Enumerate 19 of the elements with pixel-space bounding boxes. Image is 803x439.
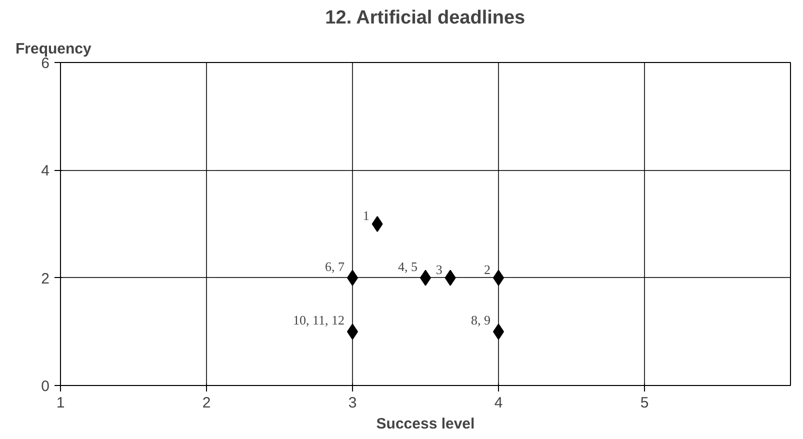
annotation: 10, 11, 12 bbox=[292, 312, 345, 328]
chart-title: 12. Artificial deadlines bbox=[325, 8, 526, 28]
annotation: 1 bbox=[362, 208, 370, 223]
annotation: 2 bbox=[484, 262, 490, 277]
x-tick-label: 1 bbox=[56, 394, 65, 412]
y-axis-title: Frequency bbox=[16, 40, 92, 58]
x-tick-label: 3 bbox=[348, 394, 357, 412]
annotation: 3 bbox=[436, 262, 442, 277]
annotation: 8, 9 bbox=[471, 312, 490, 328]
annotation: 6, 7 bbox=[325, 258, 345, 274]
annotation: 4, 5 bbox=[398, 258, 418, 274]
y-tick-label: 0 bbox=[41, 378, 50, 395]
y-tick-label: 2 bbox=[41, 270, 50, 288]
x-tick-label: 4 bbox=[494, 394, 503, 412]
x-tick-label: 2 bbox=[202, 394, 211, 412]
x-axis-title: Success level bbox=[376, 416, 475, 432]
x-tick-label: 5 bbox=[640, 394, 649, 412]
y-tick-label: 4 bbox=[41, 162, 50, 180]
point bbox=[372, 216, 383, 232]
